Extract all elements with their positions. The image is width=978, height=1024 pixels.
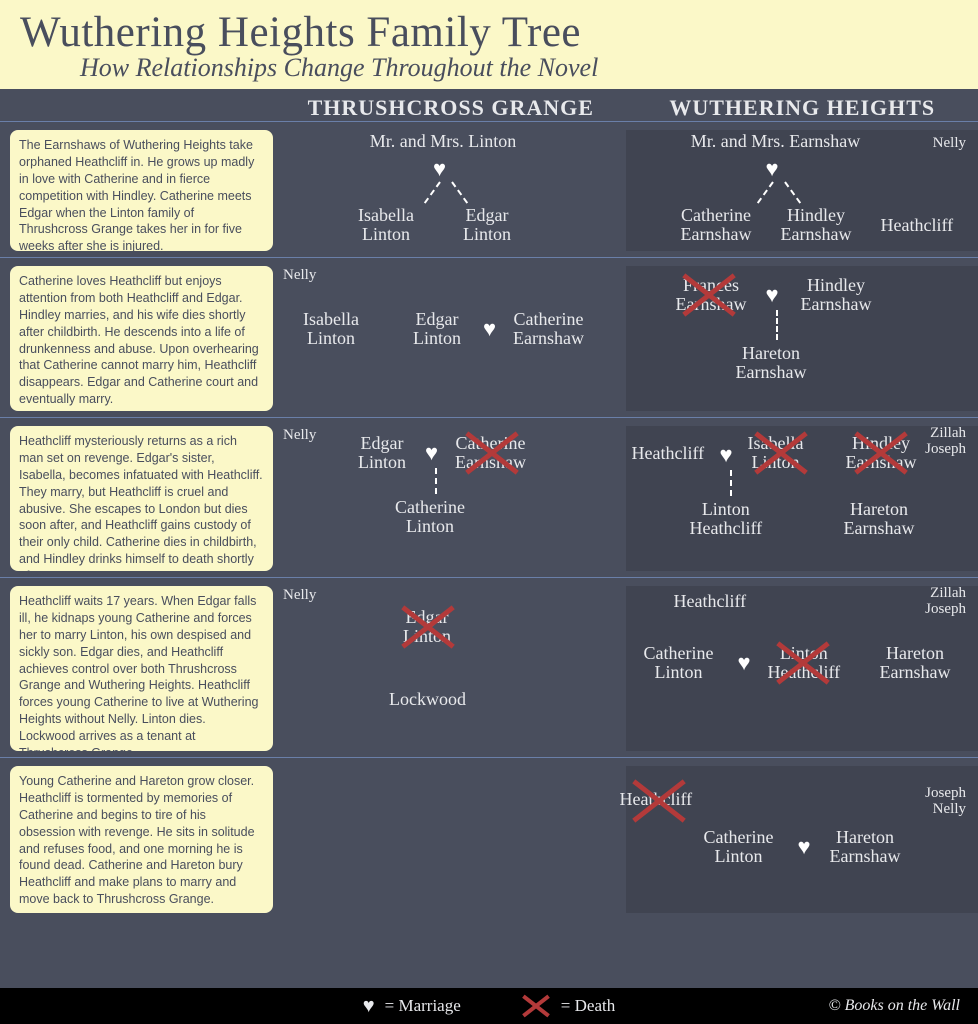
legend-marriage: ♥ = Marriage (363, 995, 461, 1018)
column-header-grange: THRUSHCROSS GRANGE (275, 95, 627, 121)
heart-icon: ♥ (363, 995, 375, 1018)
name-nelly: Nelly (283, 588, 316, 604)
name-joseph: Joseph (925, 786, 966, 802)
family-line (756, 181, 773, 203)
section-4: Heathcliff waits 17 years. When Edgar fa… (0, 577, 978, 757)
legend-death: = Death (521, 995, 615, 1017)
name-hindley: Hindley Earnshaw (781, 206, 852, 244)
name-edgar: Edgar Linton (463, 206, 511, 244)
name-heathcliff: Heathcliff (674, 592, 747, 611)
name-zillah: Zillah (930, 586, 966, 602)
heart-icon: ♥ (798, 834, 811, 860)
section-2: Catherine loves Heathcliff but enjoys at… (0, 257, 978, 417)
name-earnshaw-parents: Mr. and Mrs. Earnshaw (666, 132, 886, 151)
section-1: The Earnshaws of Wuthering Heights take … (0, 121, 978, 257)
section-5-description: Young Catherine and Hareton grow closer.… (10, 766, 273, 913)
heart-icon: ♥ (720, 442, 733, 468)
name-linton-parents: Mr. and Mrs. Linton (343, 132, 543, 151)
name-linton-h: Linton Heathcliff (690, 500, 763, 538)
heart-icon: ♥ (425, 440, 438, 466)
name-nelly: Nelly (283, 428, 316, 444)
section-3: Heathcliff mysteriously returns as a ric… (0, 417, 978, 577)
section-3-description: Heathcliff mysteriously returns as a ric… (10, 426, 273, 571)
name-joseph: Joseph (925, 602, 966, 618)
family-line (435, 468, 437, 494)
name-catherine-e: Catherine Earnshaw (455, 434, 526, 472)
name-frances: Frances Earnshaw (676, 276, 747, 314)
name-edgar: Edgar Linton (358, 434, 406, 472)
legend-bar: ♥ = Marriage = Death © Books on the Wall (0, 988, 978, 1024)
family-line (424, 181, 441, 203)
name-catherine-l: Catherine Linton (644, 644, 714, 682)
name-hareton: Hareton Earnshaw (736, 344, 807, 382)
name-heathcliff: Heathcliff (620, 790, 693, 809)
header-banner: Wuthering Heights Family Tree How Relati… (0, 0, 978, 89)
legend-death-label: = Death (561, 996, 615, 1016)
section-5: Young Catherine and Hareton grow closer.… (0, 757, 978, 919)
name-catherine-l: Catherine Linton (395, 498, 465, 536)
name-hindley: Hindley Earnshaw (846, 434, 917, 472)
family-line (451, 181, 468, 203)
name-nelly: Nelly (933, 802, 966, 818)
name-zillah: Zillah (930, 426, 966, 442)
heart-icon: ♥ (766, 282, 779, 308)
section-2-description: Catherine loves Heathcliff but enjoys at… (10, 266, 273, 411)
name-heathcliff: Heathcliff (632, 444, 705, 463)
name-linton-h: Linton Heathcliff (768, 644, 841, 682)
name-nelly: Nelly (283, 268, 316, 284)
heart-icon: ♥ (766, 156, 779, 182)
name-joseph: Joseph (925, 442, 966, 458)
death-x-icon (521, 995, 551, 1017)
name-isabella: Isabella Linton (748, 434, 804, 472)
column-header-heights: WUTHERING HEIGHTS (627, 95, 978, 121)
page-title: Wuthering Heights Family Tree (20, 8, 958, 57)
name-hareton: Hareton Earnshaw (844, 500, 915, 538)
name-nelly: Nelly (933, 136, 966, 152)
name-edgar: Edgar Linton (403, 608, 451, 646)
section-4-description: Heathcliff waits 17 years. When Edgar fa… (10, 586, 273, 751)
name-catherine-e: Catherine Earnshaw (681, 206, 752, 244)
name-hareton: Hareton Earnshaw (880, 644, 951, 682)
family-line (776, 310, 778, 340)
legend-marriage-label: = Marriage (385, 996, 461, 1016)
name-isabella: Isabella Linton (303, 310, 359, 348)
heart-icon: ♥ (433, 156, 446, 182)
heart-icon: ♥ (738, 650, 751, 676)
section-1-description: The Earnshaws of Wuthering Heights take … (10, 130, 273, 251)
name-lockwood: Lockwood (389, 690, 466, 709)
family-line (784, 181, 801, 203)
name-isabella: Isabella Linton (358, 206, 414, 244)
name-heathcliff: Heathcliff (881, 216, 954, 235)
name-hareton: Hareton Earnshaw (830, 828, 901, 866)
heart-icon: ♥ (483, 316, 496, 342)
name-hindley: Hindley Earnshaw (801, 276, 872, 314)
column-headers: THRUSHCROSS GRANGE WUTHERING HEIGHTS (0, 89, 978, 121)
name-edgar: Edgar Linton (413, 310, 461, 348)
name-catherine-e: Catherine Earnshaw (513, 310, 584, 348)
name-catherine-l: Catherine Linton (704, 828, 774, 866)
credit-label: © Books on the Wall (828, 997, 960, 1015)
family-line (730, 470, 732, 496)
page-subtitle: How Relationships Change Throughout the … (80, 53, 958, 83)
